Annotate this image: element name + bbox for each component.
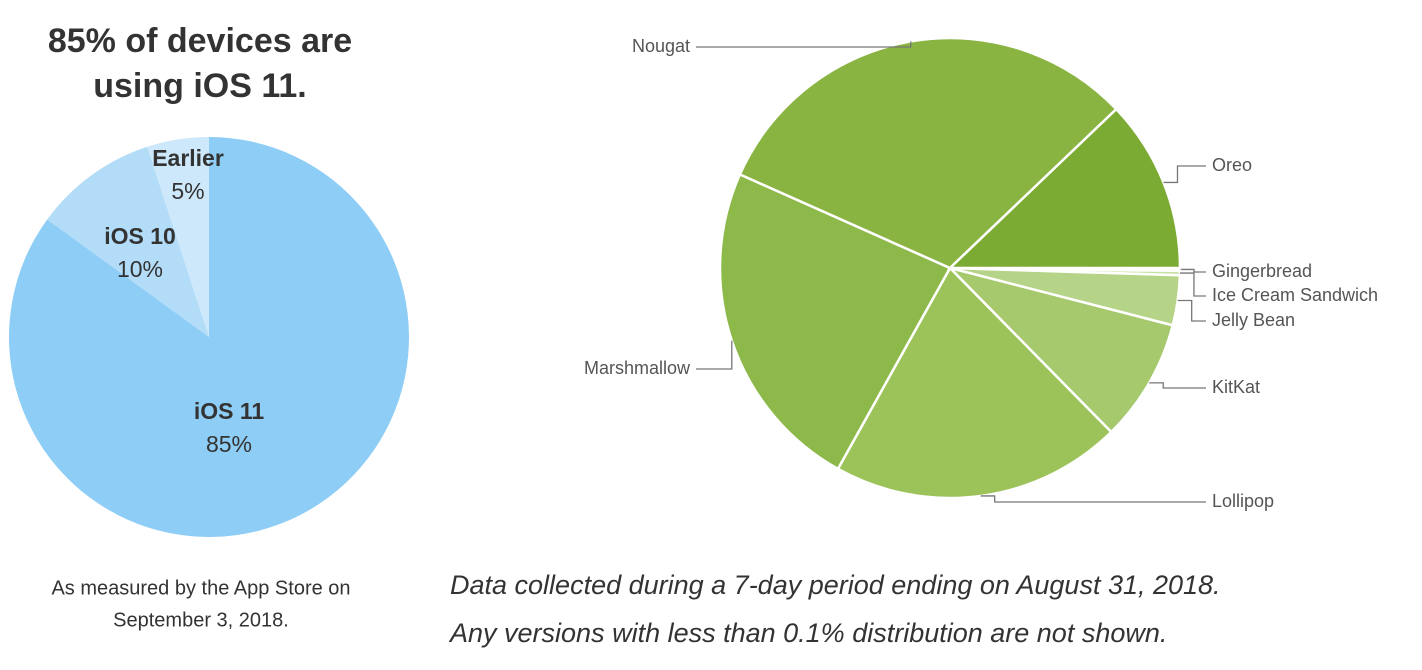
slice-value: 5% xyxy=(171,178,204,204)
slice-value: 85% xyxy=(206,431,252,457)
slice-name: iOS 10 xyxy=(104,223,176,249)
slice-label: Oreo xyxy=(1212,155,1252,175)
caption: Any versions with less than 0.1% distrib… xyxy=(448,618,1167,648)
slice-label: Jelly Bean xyxy=(1212,310,1295,330)
slice-label: Ice Cream Sandwich xyxy=(1212,285,1378,305)
leader-line xyxy=(1179,268,1206,273)
slice-value: 10% xyxy=(117,256,163,282)
caption: Data collected during a 7-day period end… xyxy=(450,570,1221,600)
pie-slice xyxy=(47,146,210,337)
leader-line xyxy=(1149,382,1206,389)
slice-label: Nougat xyxy=(632,36,690,56)
pie-slice xyxy=(147,137,209,337)
leader-line xyxy=(1179,272,1206,297)
slice-label: Marshmallow xyxy=(584,358,691,378)
pie-slice xyxy=(718,172,952,471)
slice-name: Earlier xyxy=(152,145,224,171)
leader-line xyxy=(696,340,733,370)
leader-line xyxy=(696,41,912,48)
pie-slice xyxy=(738,36,1119,270)
slice-label: Gingerbread xyxy=(1212,261,1312,281)
caption: As measured by the App Store on xyxy=(51,577,350,599)
leader-line xyxy=(1163,165,1206,184)
leader-line xyxy=(980,495,1206,503)
leader-line xyxy=(1177,299,1206,322)
slice-label: Lollipop xyxy=(1212,491,1274,511)
caption: September 3, 2018. xyxy=(113,609,289,631)
title-line: 85% of devices are using iOS 11. xyxy=(48,22,352,105)
slice-label: KitKat xyxy=(1212,377,1260,397)
slice-name: iOS 11 xyxy=(194,398,265,424)
